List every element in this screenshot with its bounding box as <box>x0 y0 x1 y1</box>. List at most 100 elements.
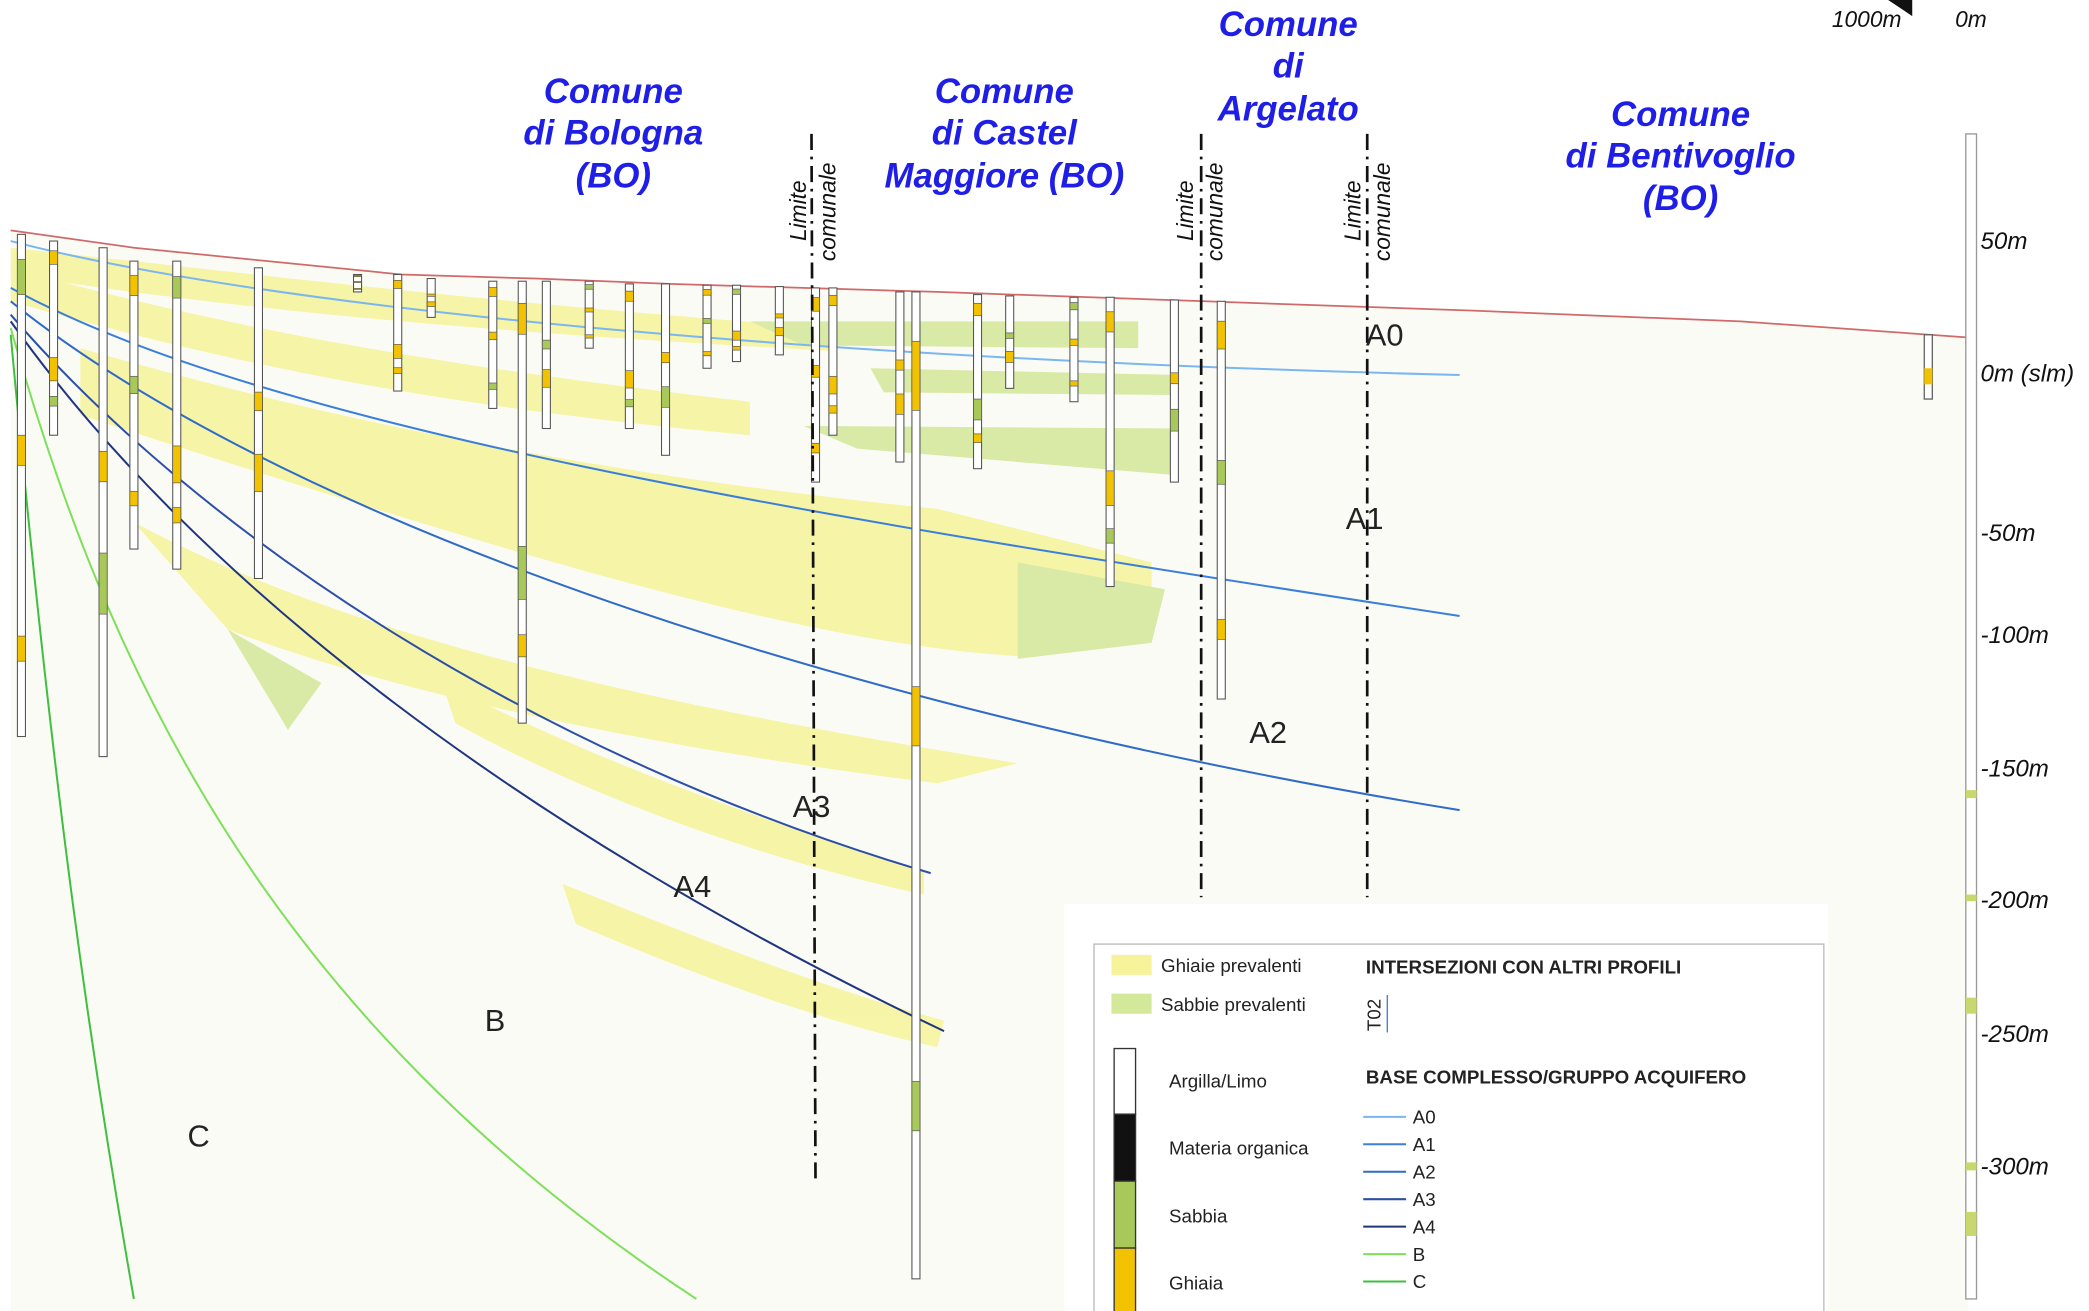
depth-label: 50m <box>1981 228 2028 255</box>
depth-label: -50m <box>1981 520 2036 547</box>
borehole-segment <box>584 334 594 339</box>
legend-label: A2 <box>1413 1161 1436 1182</box>
municipality-label: Comune <box>935 72 1074 111</box>
legend-label: A3 <box>1413 1189 1436 1210</box>
borehole <box>16 233 26 738</box>
borehole-segment <box>1105 311 1115 333</box>
legend: Ghiaie prevalenti Sabbie prevalenti Argi… <box>1064 903 1828 1311</box>
borehole-segment <box>732 288 741 295</box>
borehole <box>129 260 139 550</box>
legend-swatch <box>1113 1113 1137 1182</box>
boundary-line <box>810 133 817 1186</box>
borehole-segment <box>517 634 527 658</box>
gravel-body <box>80 348 1152 657</box>
borehole-segment <box>702 351 712 357</box>
column-segment <box>1965 790 1977 799</box>
borehole-segment <box>488 331 498 341</box>
legend-title: BASE COMPLESSO/GRUPPO ACQUIFERO <box>1366 1066 1746 1087</box>
borehole-segment <box>426 293 436 297</box>
municipality-label: di Bentivoglio <box>1566 136 1796 175</box>
borehole-segment <box>488 287 498 297</box>
borehole-segment <box>129 375 139 394</box>
borehole-segment <box>911 686 921 747</box>
borehole <box>1169 299 1179 483</box>
municipality-label: Argelato <box>1217 90 1359 129</box>
legend-label: B <box>1413 1244 1426 1265</box>
legend-label: A0 <box>1413 1107 1436 1128</box>
borehole <box>98 247 108 758</box>
boreholes <box>16 233 1226 1280</box>
borehole <box>1216 300 1226 700</box>
borehole <box>774 286 784 356</box>
borehole-segment <box>1170 408 1179 432</box>
unit-label: A2 <box>1249 715 1287 750</box>
legend-label: A1 <box>1413 1134 1436 1155</box>
unit-labels: A0 A1 A2 A3 A4 B C <box>187 317 1403 1153</box>
borehole-segment <box>1105 470 1115 506</box>
base-c <box>9 334 135 1300</box>
depth-label: 0m (slm) <box>1981 361 2075 388</box>
borehole-segment <box>1105 528 1115 544</box>
boundary-label: comunale <box>815 162 841 261</box>
borehole-segment <box>98 552 108 615</box>
unit-label: C <box>187 1118 209 1153</box>
legend-label: C <box>1413 1271 1427 1292</box>
borehole <box>1105 296 1115 588</box>
borehole-segment <box>393 344 403 359</box>
gravel-body <box>10 267 750 436</box>
legend-box <box>1093 943 1825 1311</box>
depth-label: -250m <box>1981 1021 2049 1048</box>
legend-label: Sabbia <box>1169 1206 1228 1227</box>
borehole-segment <box>129 491 139 507</box>
boundary-labels: Limite comunale Limite comunale Limite c… <box>785 162 1395 261</box>
borehole <box>972 294 983 470</box>
municipality-label: (BO) <box>1643 179 1718 218</box>
borehole-segment <box>732 330 741 341</box>
borehole-segment <box>488 382 498 390</box>
borehole <box>660 283 671 456</box>
unit-label: A4 <box>674 869 712 904</box>
depth-column <box>1965 133 1978 1300</box>
unit-label: A3 <box>793 789 831 824</box>
legend-label: Ghiaia <box>1169 1273 1224 1294</box>
legend-swatch <box>1113 1047 1137 1115</box>
legend-label: A4 <box>1413 1216 1436 1237</box>
column-segment <box>1965 894 1977 902</box>
borehole-segment <box>584 284 594 290</box>
borehole-segment <box>254 391 263 412</box>
base-a1 <box>10 287 1460 617</box>
borehole-segment <box>828 294 838 306</box>
borehole-segment <box>828 405 838 414</box>
base-b <box>9 327 697 1300</box>
borehole-segment <box>172 507 182 524</box>
municipality-label: Maggiore (BO) <box>884 156 1124 195</box>
borehole <box>828 287 838 436</box>
borehole <box>810 287 821 483</box>
borehole <box>1069 296 1079 403</box>
legend-swatch <box>1111 954 1152 975</box>
legend-swatch <box>1111 993 1152 1014</box>
borehole-segment <box>732 345 741 351</box>
sand-body <box>227 629 322 730</box>
borehole <box>541 280 551 430</box>
borehole-segment <box>353 275 362 277</box>
borehole-segment <box>49 250 58 265</box>
borehole-segment <box>353 281 362 283</box>
borehole-segment <box>895 359 905 371</box>
depth-label: -100m <box>1981 622 2049 649</box>
municipality-label: Comune <box>1611 95 1750 134</box>
borehole-segment <box>517 302 527 335</box>
boundary-label: Limite <box>1172 180 1198 241</box>
borehole <box>895 291 905 463</box>
borehole-segment <box>1216 619 1226 640</box>
legend-label: Materia organica <box>1169 1137 1309 1158</box>
scale-label: 0m <box>1955 6 1987 32</box>
borehole-segment <box>973 302 982 316</box>
depth-label: -300m <box>1981 1153 2049 1180</box>
borehole <box>584 280 594 349</box>
gravel-body <box>441 682 924 895</box>
depth-axis: 50m 0m (slm) -50m -100m -150m -200m -250… <box>1923 133 2075 1300</box>
borehole-segment <box>625 370 634 389</box>
borehole-segment <box>98 450 108 483</box>
borehole-segment <box>49 396 58 407</box>
